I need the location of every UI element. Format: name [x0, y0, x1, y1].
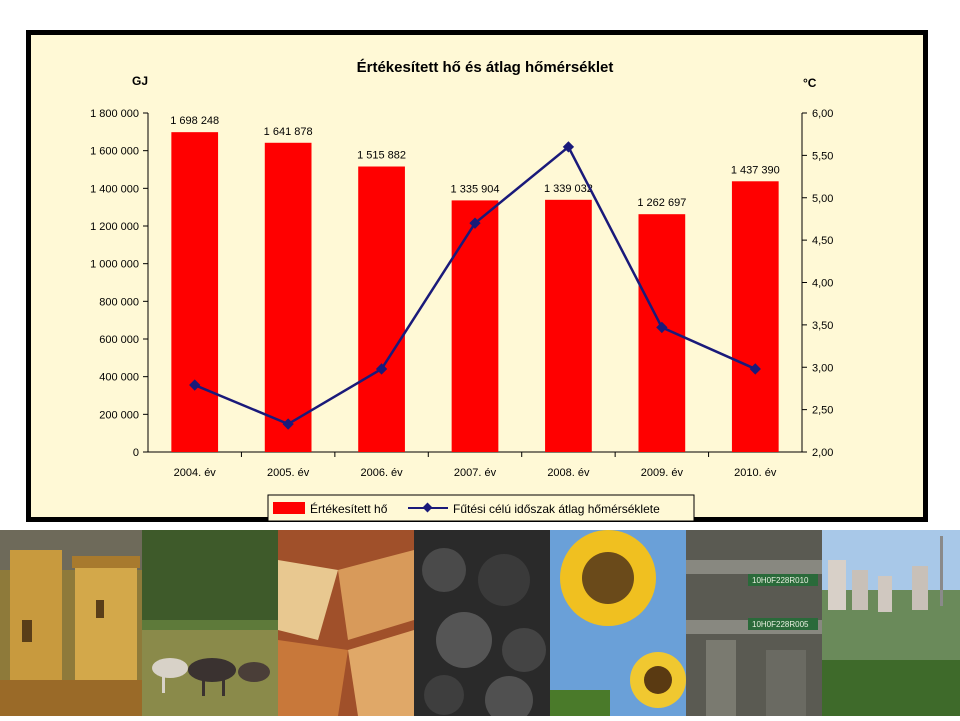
- legend-label-line: Fűtési célú időszak átlag hőmérséklete: [453, 502, 660, 516]
- temperature-point: [469, 217, 481, 229]
- bar: [638, 214, 686, 452]
- bar-value-label: 1 335 904: [451, 183, 500, 195]
- legend-swatch-bars: [273, 502, 305, 514]
- bar-value-label: 1 437 390: [731, 164, 780, 176]
- bar-value-label: 1 698 248: [170, 115, 219, 127]
- bar-value-label: 1 262 697: [637, 197, 686, 209]
- photo-city: [822, 530, 960, 716]
- chart-title: Értékesített hő és átlag hőmérséklet: [357, 59, 614, 76]
- y-left-tick-label: 200 000: [99, 409, 139, 421]
- y-left-tick-label: 1 200 000: [90, 221, 139, 233]
- chart-frame: Értékesített hő és átlag hőmérséklet GJ …: [26, 30, 928, 522]
- bar: [171, 132, 219, 452]
- y-right-tick-label: 3,50: [812, 320, 833, 332]
- x-tick-label: 2008. év: [547, 467, 590, 479]
- y-right-tick-label: 5,00: [812, 193, 833, 205]
- temperature-point: [375, 363, 388, 375]
- y-right-tick-label: 4,50: [812, 235, 833, 247]
- y-left-tick-label: 400 000: [99, 372, 139, 384]
- bar: [451, 200, 499, 452]
- y-left-tick-label: 1 000 000: [90, 259, 139, 271]
- temperature-point: [656, 321, 668, 334]
- x-tick-label: 2006. év: [360, 467, 403, 479]
- temperature-point: [282, 418, 294, 430]
- photo-firewood: [278, 530, 414, 716]
- y-right-tick-label: 5,50: [812, 150, 833, 162]
- y-left-tick-label: 1 600 000: [90, 146, 139, 158]
- photo-horses: [142, 530, 278, 716]
- y-right-tick-label: 6,00: [812, 108, 833, 120]
- temperature-point: [562, 141, 575, 153]
- photo-sunflower: [550, 530, 686, 716]
- bar: [545, 199, 592, 452]
- y-left-tick-label: 800 000: [99, 296, 139, 308]
- chart-svg: Értékesített hő és átlag hőmérséklet GJ …: [90, 59, 833, 522]
- pipe-label-1: 10H0F228R010: [752, 576, 809, 585]
- y-right-tick-label: 4,00: [812, 278, 833, 290]
- bar: [731, 181, 779, 452]
- pipe-label-2: 10H0F228R005: [752, 620, 809, 629]
- temperature-point: [749, 363, 761, 375]
- x-tick-label: 2007. év: [454, 467, 497, 479]
- photo-coal: [414, 530, 550, 716]
- chart-plot-background: Értékesített hő és átlag hőmérséklet GJ …: [31, 35, 923, 522]
- y-right-tick-label: 2,00: [812, 447, 833, 459]
- y-left-tick-label: 600 000: [99, 334, 139, 346]
- x-tick-label: 2010. év: [734, 467, 777, 479]
- y-left-tick-label: 1 400 000: [90, 183, 139, 195]
- y-left-tick-label: 1 800 000: [90, 108, 139, 120]
- bar-value-label: 1 515 882: [357, 150, 406, 162]
- photo-castle: [0, 530, 142, 716]
- y-right-unit: °C: [803, 76, 817, 90]
- x-tick-label: 2004. év: [174, 467, 217, 479]
- legend-box: [267, 494, 695, 522]
- legend: Értékesített hő Fűtési célú időszak átla…: [267, 494, 695, 522]
- bar-value-label: 1 641 878: [264, 126, 313, 138]
- legend-label-bars: Értékesített hő: [310, 501, 388, 516]
- bar: [358, 166, 405, 452]
- bar: [264, 142, 312, 452]
- y-left-tick-label: 0: [133, 447, 139, 459]
- y-right-tick-label: 3,00: [812, 362, 833, 374]
- photo-industrial: 10H0F228R010 10H0F228R005: [686, 530, 822, 716]
- y-right-tick-label: 2,50: [812, 405, 833, 417]
- legend-marker-line: [422, 502, 433, 513]
- y-left-unit: GJ: [132, 74, 148, 88]
- photo-strip: 10H0F228R010 10H0F228R005: [0, 530, 960, 716]
- x-tick-label: 2009. év: [641, 467, 684, 479]
- bar-value-label: 1 339 032: [544, 183, 593, 195]
- temperature-point: [189, 379, 201, 391]
- x-tick-label: 2005. év: [267, 467, 310, 479]
